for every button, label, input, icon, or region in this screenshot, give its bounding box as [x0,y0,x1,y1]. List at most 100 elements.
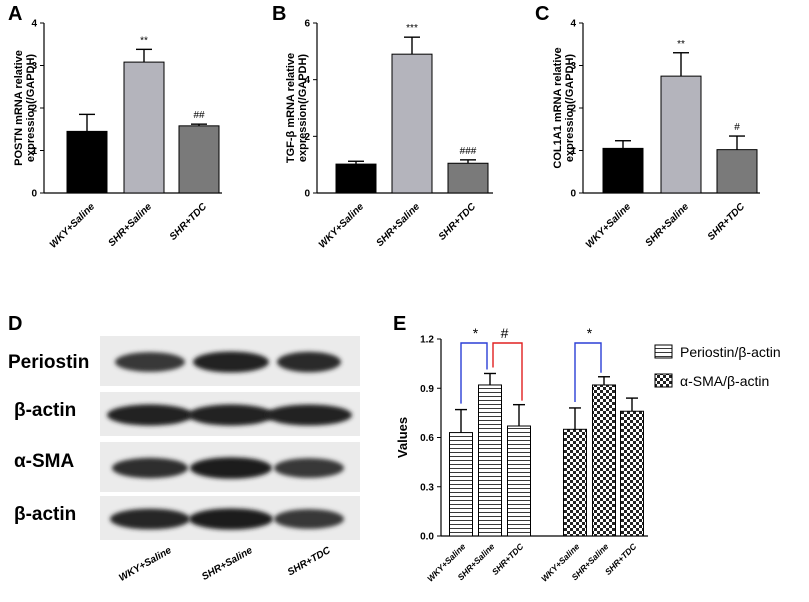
chart-a-y-axis-label: POSTN mRNA relativeexpression(/GAPDH) [13,50,37,166]
chart-e-bar [620,410,644,537]
chart-c-col1a1: 0 1 2 3 4 COL1A1 mRNA relativeexpression(/GAP… [552,19,760,251]
blot-band [115,352,185,372]
chart-a-y-tick-label: 4 [31,19,37,30]
chart-c-y-tick-label: 2 [570,104,576,115]
chart-e-bar [563,428,587,537]
chart-c-bar [602,147,644,194]
blot-row-label-alpha-sma: α-SMA [14,451,75,472]
chart-a-significance: ## [193,110,205,121]
chart-a-y-axis-label-line1: POSTN mRNA relative [13,50,25,166]
western-blot: Periostin β-actin α-SMA β-actin WKY+Sali… [8,336,360,584]
chart-c-y-axis-label-line1: COL1A1 mRNA relative [552,47,564,168]
blot-lane-label: SHR+TDC [286,545,333,579]
chart-e-bar [592,384,616,537]
chart-a-y-tick-label: 0 [31,189,37,200]
panel-label-e: E [393,313,406,335]
blot-band [189,508,273,530]
panel-label-a: A [8,3,22,25]
chart-a-y-tick-label: 3 [31,61,37,72]
chart-a-category-label: WKY+Saline [48,201,98,251]
chart-c-significance: ** [677,39,685,50]
chart-a-bar [123,61,165,194]
chart-e-y-tick-label: 0.9 [420,384,434,395]
chart-c-y-axis-label-line2: expression(/GAPDH) [564,54,576,163]
chart-b-tgfb: 0 2 4 6 TGF-β mRNA relativeexpression(/GAPDH… [285,19,493,251]
chart-e-category-label: SHR+TDC [603,541,639,577]
panel-label-d: D [8,313,22,335]
chart-b-significance: ### [460,146,477,157]
blot-band [274,458,344,478]
blot-row-label-beta-actin-1: β-actin [14,400,76,421]
chart-b-bar [447,162,489,194]
chart-b-y-axis-label: TGF-β mRNA relativeexpression(/GAPDH) [285,53,309,163]
chart-e-significance-label: # [501,325,509,341]
chart-c-category-label: SHR+TDC [706,201,748,243]
chart-c-y-tick-label: 4 [570,19,576,30]
chart-a-y-tick-label: 1 [31,146,37,157]
blot-band [266,404,352,426]
chart-c-y-axis-label: COL1A1 mRNA relativeexpression(/GAPDH) [552,47,576,168]
chart-a-postn: 0 1 2 3 4 POSTN mRNA relativeexpression(/GAPD… [13,19,222,251]
chart-e-significance-label: * [473,325,479,341]
blot-lane-label: WKY+Saline [117,545,174,584]
chart-c-bar [716,149,758,194]
chart-e-significance-label: * [587,325,593,341]
chart-e-significance-bracket [574,342,602,402]
chart-a-bar [178,125,220,194]
chart-e-values: 0.00.30.60.91.2ValuesWKY+SalineSHR+Salin… [395,325,648,584]
chart-c-significance: # [734,122,740,133]
chart-b-significance: *** [406,23,418,34]
chart-a-bar [66,130,108,194]
chart-e-y-axis-label: Values [395,417,410,458]
blot-band [188,404,274,426]
blot-band [110,508,190,530]
chart-e-bar [507,425,531,537]
chart-e-y-tick-label: 1.2 [420,335,434,346]
chart-c-y-tick-label: 3 [570,61,576,72]
blot-row-label-beta-actin-2: β-actin [14,504,76,525]
blot-band [274,509,344,529]
chart-b-y-tick-label: 0 [304,189,310,200]
chart-a-significance: ** [140,35,148,46]
legend-swatch-alpha-sma [654,373,673,388]
chart-e-y-tick-label: 0.6 [420,433,434,444]
chart-a-y-axis-label-line2: expression(/GAPDH) [25,54,37,163]
chart-b-bar [335,163,377,194]
chart-a-category-label: SHR+Saline [106,201,154,249]
legend-swatch-periostin [654,344,673,359]
chart-c-bar [660,75,702,194]
legend-label-alpha-sma: α-SMA/β-actin [680,373,769,389]
chart-c-category-label: SHR+Saline [643,201,691,249]
blot-lane-label: SHR+Saline [200,545,255,583]
blot-band [107,404,193,426]
chart-c-y-tick-label: 0 [570,189,576,200]
chart-a-category-label: SHR+TDC [168,201,210,243]
blot-row-label-periostin: Periostin [8,352,89,373]
chart-a-y-tick-label: 2 [31,104,37,115]
chart-b-y-tick-label: 6 [304,19,310,30]
panel-label-b: B [272,3,286,25]
chart-b-y-tick-label: 4 [304,75,310,86]
chart-b-y-axis-label-line2: expression(/GAPDH) [297,54,309,163]
legend-label-periostin: Periostin/β-actin [680,344,781,360]
chart-c-y-tick-label: 1 [570,146,576,157]
chart-e-significance-bracket [492,342,523,401]
blot-band [193,351,269,373]
panel-label-c: C [535,3,549,25]
chart-b-bar [391,53,433,194]
chart-e-significance-bracket [460,342,488,404]
chart-b-category-label: SHR+TDC [437,201,479,243]
chart-e-y-tick-label: 0.3 [420,482,434,493]
chart-e-bar [478,384,502,537]
blot-band [190,457,272,479]
chart-e-bar [449,432,473,537]
chart-b-category-label: SHR+Saline [374,201,422,249]
chart-c-category-label: WKY+Saline [584,201,634,251]
chart-b-category-label: WKY+Saline [317,201,367,251]
chart-e-category-label: SHR+TDC [490,541,526,577]
chart-b-y-axis-label-line1: TGF-β mRNA relative [285,53,297,163]
chart-e-y-tick-label: 0.0 [420,532,434,543]
legend-e: Periostin/β-actin α-SMA/β-actin [654,344,781,389]
blot-band [277,351,341,373]
